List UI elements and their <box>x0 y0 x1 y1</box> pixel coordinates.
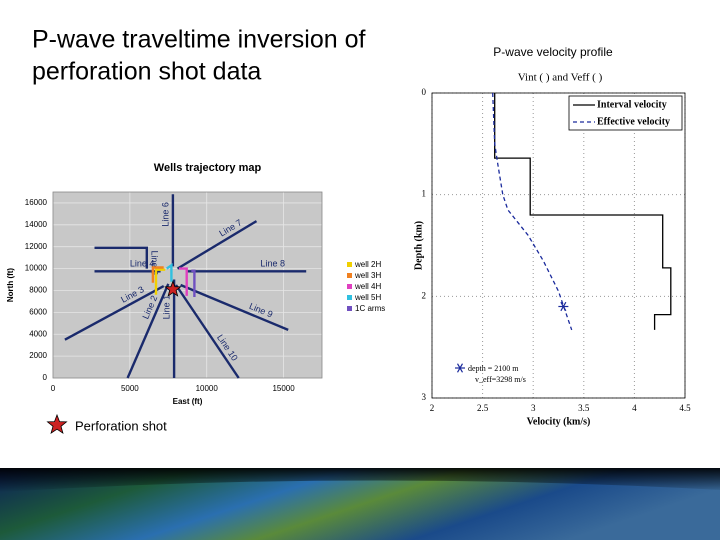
y-tick-label: 1 <box>422 189 427 199</box>
y-axis-label: Depth (km) <box>413 221 424 270</box>
legend-label: well 3H <box>354 271 381 280</box>
annotation: depth = 2100 m <box>468 364 519 373</box>
x-tick-label: 0 <box>51 384 56 393</box>
y-tick-label: 6000 <box>29 307 47 316</box>
series-line <box>179 267 188 296</box>
legend-swatch <box>347 273 352 278</box>
annotation: v_eff=3298 m/s <box>475 375 526 384</box>
series-line <box>191 269 196 297</box>
y-tick-label: 0 <box>43 373 48 382</box>
legend-label: well 2H <box>354 260 381 269</box>
x-tick-label: 4 <box>632 403 637 413</box>
y-tick-label: 2000 <box>29 351 47 360</box>
legend-swatch <box>347 306 352 311</box>
slide-title: perforation shot data <box>32 58 261 86</box>
slide-title: P-wave traveltime inversion of <box>32 26 366 54</box>
y-tick-label: 4000 <box>29 329 47 338</box>
legend-label: Perforation shot <box>75 418 167 433</box>
x-tick-label: 2.5 <box>477 403 489 413</box>
x-tick-label: 3 <box>531 403 536 413</box>
series-line <box>166 262 173 282</box>
line-label: Line 1 <box>161 295 171 320</box>
chart-title: Wells trajectory map <box>154 162 262 174</box>
survey-line <box>126 283 170 379</box>
legend-swatch <box>347 262 352 267</box>
y-tick-label: 3 <box>422 392 427 402</box>
y-tick-label: 16000 <box>25 198 48 207</box>
annotation-marker <box>456 363 464 373</box>
x-tick-label: 2 <box>430 403 435 413</box>
legend-label: well 5H <box>354 293 381 302</box>
legend-swatch <box>347 295 352 300</box>
chart-title: P-wave velocity profile <box>493 45 613 59</box>
x-tick-label: 4.5 <box>679 403 691 413</box>
legend-label: Effective velocity <box>597 116 670 127</box>
legend-label: well 4H <box>354 282 381 291</box>
series-line <box>494 93 672 330</box>
y-tick-label: 12000 <box>25 242 48 251</box>
survey-line <box>175 284 240 379</box>
series-line <box>151 266 164 283</box>
chart-subtitle: Vint ( ) and Veff ( ) <box>518 72 603 84</box>
y-tick-label: 10000 <box>25 264 48 273</box>
plot-frame <box>52 191 323 379</box>
y-tick-label: 0 <box>422 87 427 97</box>
series-line <box>154 268 166 295</box>
y-tick-label: 2 <box>422 290 427 300</box>
x-tick-label: 15000 <box>272 384 295 393</box>
legend-label: Interval velocity <box>597 99 667 110</box>
survey-line <box>176 220 258 270</box>
survey-line <box>180 283 289 332</box>
line-label: Line 4 <box>130 259 155 269</box>
survey-line <box>64 285 165 341</box>
shot-marker <box>164 280 182 297</box>
legend-swatch <box>347 284 352 289</box>
y-axis-label: North (ft) <box>6 268 15 303</box>
y-tick-label: 8000 <box>29 286 47 295</box>
line-label: Line 8 <box>260 259 285 269</box>
x-axis-label: East (ft) <box>173 397 203 406</box>
marker <box>560 301 567 312</box>
x-tick-label: 10000 <box>196 384 219 393</box>
series-line <box>492 92 573 331</box>
y-tick-label: 14000 <box>25 220 48 229</box>
survey-line <box>94 246 148 269</box>
line-label: Line 5 <box>149 251 159 276</box>
plot-frame <box>431 92 686 399</box>
legend-star <box>46 413 68 435</box>
banner-shade <box>0 468 720 492</box>
line-label: Line 6 <box>160 202 170 227</box>
legend-box <box>568 95 683 131</box>
x-tick-label: 5000 <box>121 384 139 393</box>
x-tick-label: 3.5 <box>578 403 590 413</box>
x-axis-label: Velocity (km/s) <box>527 416 591 427</box>
legend-label: 1C arms <box>355 304 385 313</box>
